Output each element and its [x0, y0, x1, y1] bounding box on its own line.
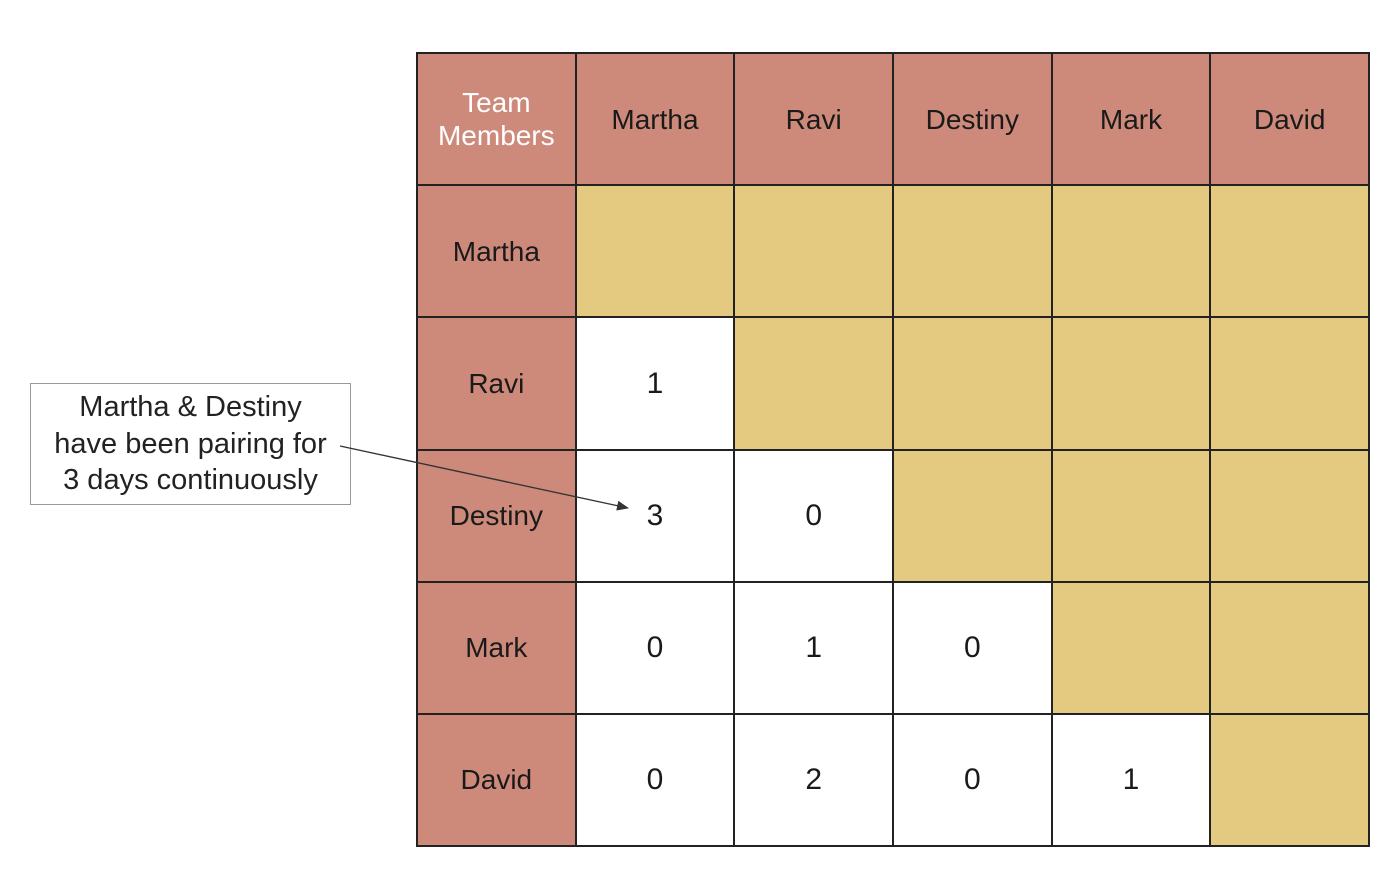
cell-david-mark: 1: [1052, 714, 1210, 845]
matrix-cell-filled: [1052, 186, 1210, 317]
cell-david-martha: 0: [576, 714, 734, 845]
cell-mark-ravi: 1: [735, 582, 892, 713]
column-header-destiny: Destiny: [894, 54, 1051, 185]
column-header-ravi: Ravi: [735, 54, 892, 185]
row-header-destiny: Destiny: [418, 450, 575, 581]
cell-destiny-martha: 3: [576, 450, 734, 581]
cell-ravi-martha: 1: [576, 318, 734, 449]
row-header-martha: Martha: [418, 186, 575, 317]
row-header-mark: Mark: [418, 582, 575, 713]
cell-david-ravi: 2: [735, 714, 892, 845]
column-header-mark: Mark: [1052, 54, 1210, 185]
matrix-cell-filled: [1211, 318, 1368, 449]
matrix-cell-filled: [1211, 714, 1368, 845]
cell-destiny-ravi: 0: [735, 450, 892, 581]
cell-mark-destiny: 0: [894, 582, 1051, 713]
row-header-ravi: Ravi: [418, 318, 575, 449]
matrix-cell-filled: [1211, 582, 1368, 713]
matrix-cell-filled: [735, 318, 892, 449]
matrix-cell-filled: [1052, 318, 1210, 449]
pairing-matrix: Team Members Martha Ravi Destiny Mark Da…: [416, 52, 1370, 847]
cell-mark-martha: 0: [576, 582, 734, 713]
column-header-martha: Martha: [576, 54, 734, 185]
cell-david-destiny: 0: [894, 714, 1051, 845]
matrix-cell-filled: [1211, 450, 1368, 581]
matrix-cell-filled: [894, 186, 1051, 317]
matrix-cell-filled: [894, 450, 1051, 581]
column-header-david: David: [1211, 54, 1368, 185]
annotation-callout: Martha & Destiny have been pairing for 3…: [30, 383, 351, 505]
matrix-cell-filled: [894, 318, 1051, 449]
matrix-cell-filled: [1052, 450, 1210, 581]
matrix-cell-filled: [1211, 186, 1368, 317]
matrix-cell-filled: [576, 186, 734, 317]
row-header-david: David: [418, 714, 575, 845]
matrix-cell-filled: [1052, 582, 1210, 713]
matrix-cell-filled: [735, 186, 892, 317]
corner-header: Team Members: [418, 54, 575, 185]
